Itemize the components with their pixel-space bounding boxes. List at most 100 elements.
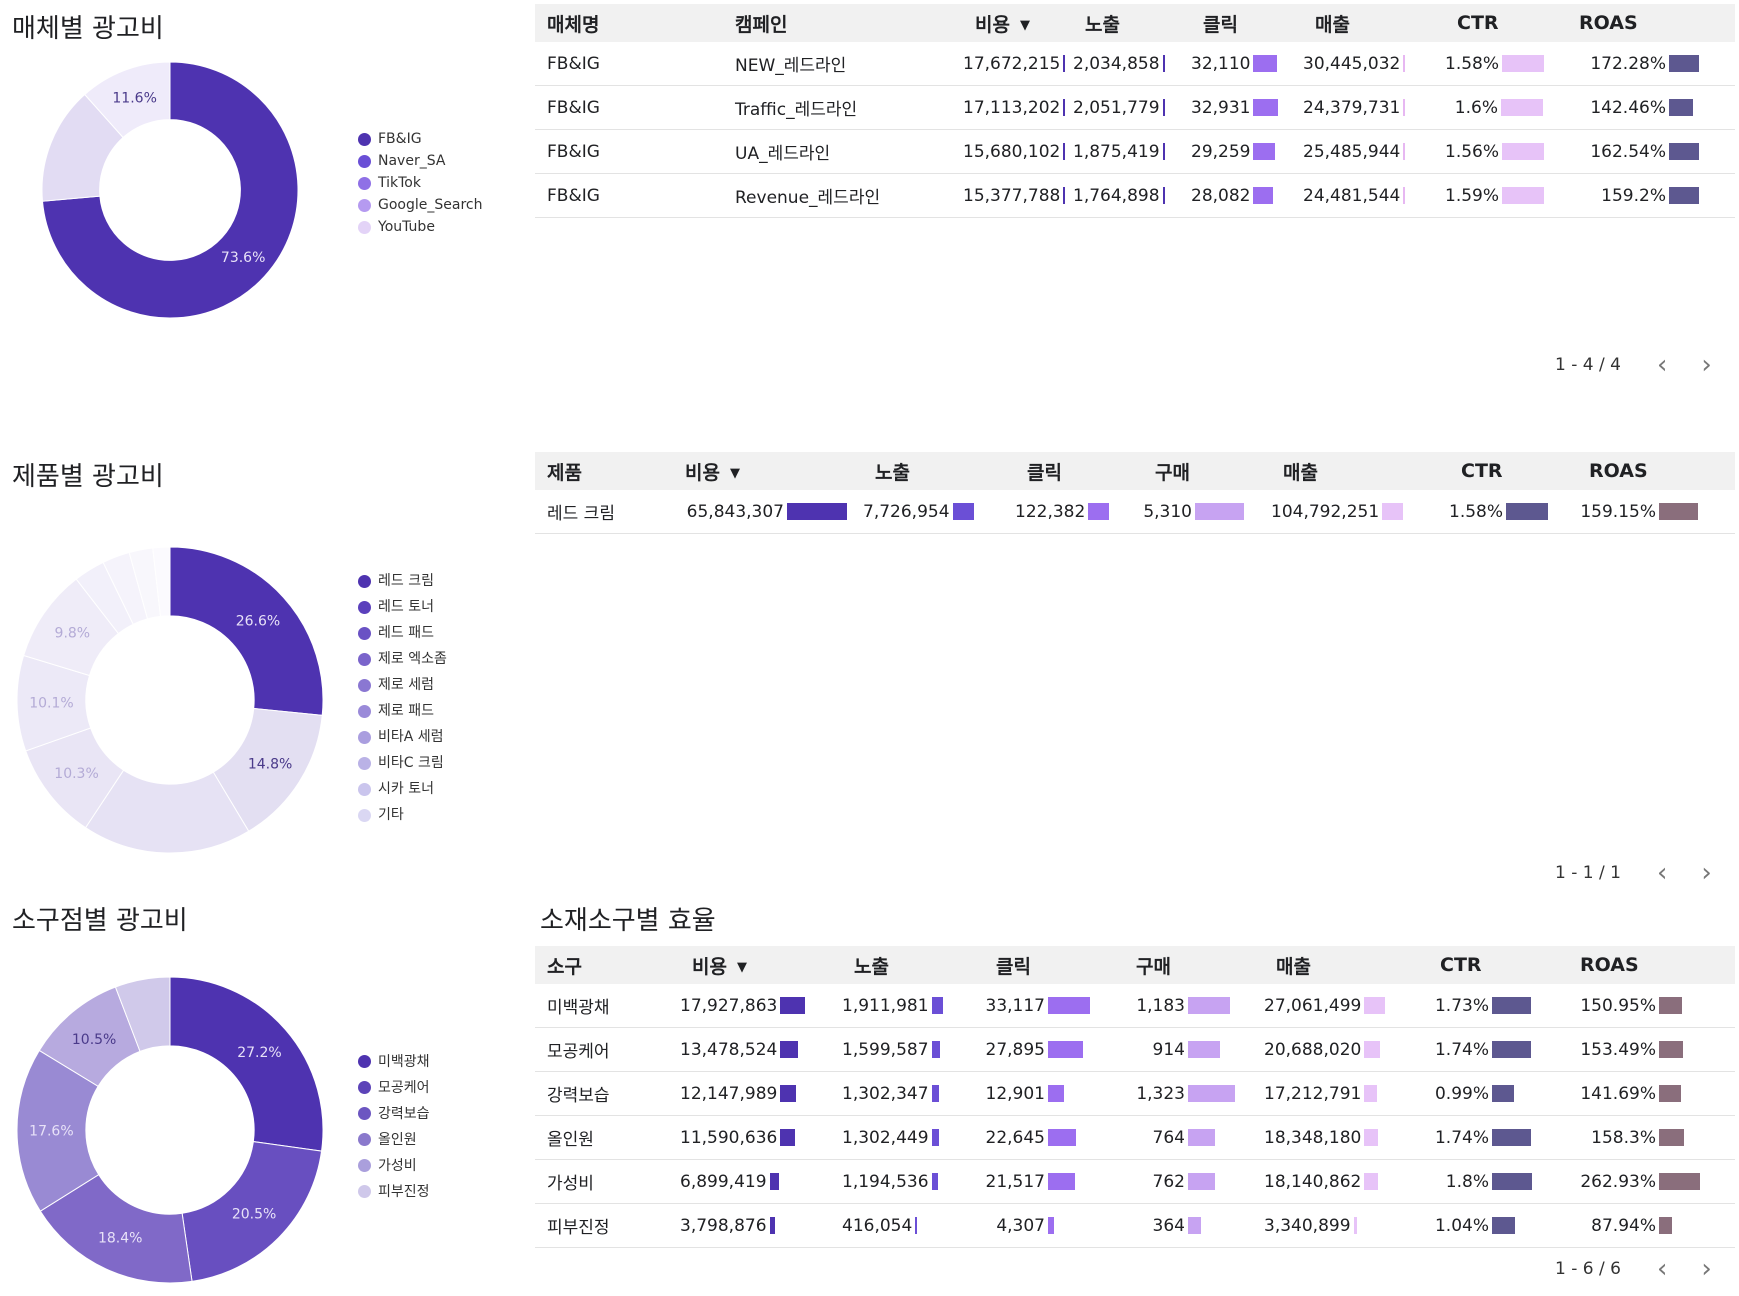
column-header[interactable]: 비용 ▼: [673, 452, 863, 490]
table-cell-bar: 1.73%: [1428, 984, 1568, 1028]
legend-swatch: [358, 1184, 371, 1198]
column-header[interactable]: 구매: [1143, 452, 1271, 490]
cell-bar: [1364, 997, 1386, 1014]
legend-item[interactable]: 제로 세럼: [358, 672, 447, 698]
column-header[interactable]: 매출: [1303, 4, 1445, 42]
pie-slice-2[interactable]: [181, 1141, 323, 1282]
table-row[interactable]: FB&IG UA_레드라인 15,680,102 1,875,419 29,259 25,…: [535, 129, 1735, 174]
column-header[interactable]: 제품: [535, 452, 673, 490]
cell-value: 15,680,102: [963, 141, 1061, 162]
next-page-button[interactable]: ›: [1701, 350, 1712, 380]
next-page-button[interactable]: ›: [1701, 858, 1712, 888]
table-row[interactable]: 올인원 11,590,636 1,302,449 22,645 764 18,348,18…: [535, 1115, 1735, 1160]
column-header[interactable]: 매체명: [535, 4, 723, 42]
pie-slice-3[interactable]: [39, 1173, 193, 1284]
legend-item[interactable]: 제로 패드: [358, 698, 447, 724]
pie-slice-1[interactable]: [169, 976, 324, 1152]
column-header[interactable]: 구매: [1124, 946, 1264, 984]
column-header[interactable]: CTR: [1428, 946, 1568, 984]
cell-bar: [1364, 1173, 1379, 1190]
table-row[interactable]: 레드 크림 65,843,307 7,726,954 122,382 5,310 104,…: [535, 490, 1735, 534]
legend-item[interactable]: 레드 크림: [358, 568, 447, 594]
pie-slice-10[interactable]: [152, 546, 171, 617]
prev-page-button[interactable]: ‹: [1656, 858, 1668, 888]
legend-item[interactable]: 피부진정: [358, 1178, 430, 1204]
legend-item[interactable]: 강력보습: [358, 1100, 430, 1126]
legend-item[interactable]: 비타A 세럼: [358, 724, 447, 750]
legend-swatch: [358, 220, 371, 234]
pie-slice-3[interactable]: [84, 61, 171, 139]
legend-item[interactable]: 시카 토너: [358, 776, 447, 802]
slice-label-1: 27.2%: [237, 1045, 281, 1061]
legend-item[interactable]: FB&IG: [358, 128, 482, 150]
cell-bar: [931, 997, 943, 1014]
legend-item[interactable]: 레드 토너: [358, 594, 447, 620]
prev-page-button[interactable]: ‹: [1656, 350, 1668, 380]
column-header[interactable]: 비용 ▼: [963, 4, 1073, 42]
table-cell-bar: 1,183: [1124, 984, 1264, 1028]
pie-slice-1[interactable]: [169, 546, 324, 716]
pie-slice-1[interactable]: [41, 61, 299, 319]
legend-item[interactable]: 기타: [358, 802, 447, 828]
legend-item[interactable]: 비타C 크림: [358, 750, 447, 776]
cell-bar: [1253, 143, 1276, 160]
table-cell-bar: 914: [1124, 1027, 1264, 1072]
slice-label-1: 26.6%: [236, 613, 280, 629]
column-header[interactable]: CTR: [1445, 4, 1567, 42]
table-cell-bar: 87.94%: [1568, 1203, 1735, 1248]
column-header[interactable]: 클릭: [1015, 452, 1143, 490]
prev-page-button[interactable]: ‹: [1656, 1254, 1668, 1284]
column-header[interactable]: ROAS: [1567, 4, 1735, 42]
table-cell-bar: 1,323: [1124, 1071, 1264, 1116]
legend-item[interactable]: 레드 패드: [358, 620, 447, 646]
column-header[interactable]: 매출: [1271, 452, 1449, 490]
cell-bar: [1492, 997, 1531, 1014]
pie-slice-6[interactable]: [114, 976, 171, 1053]
table-row[interactable]: FB&IG Traffic_레드라인 17,113,202 2,051,779 32,9…: [535, 85, 1735, 130]
column-header[interactable]: 소구: [535, 946, 680, 984]
table-cell-bar: 0.99%: [1428, 1071, 1568, 1116]
column-header[interactable]: 캠페인: [723, 4, 963, 42]
column-header[interactable]: 매출: [1264, 946, 1428, 984]
column-header[interactable]: 노출: [1073, 4, 1191, 42]
table-cell-bar: 416,054: [842, 1203, 984, 1248]
column-header-label: 비용: [685, 461, 720, 484]
column-header[interactable]: 비용 ▼: [680, 946, 842, 984]
table-cell-bar: 20,688,020: [1264, 1027, 1428, 1072]
legend-swatch: [358, 176, 371, 190]
legend-item[interactable]: YouTube: [358, 216, 482, 238]
legend-item[interactable]: 미백광채: [358, 1048, 430, 1074]
table-row[interactable]: FB&IG Revenue_레드라인 15,377,788 1,764,898 28,0…: [535, 173, 1735, 218]
table-row[interactable]: 모공케어 13,478,524 1,599,587 27,895 914 20,688,0…: [535, 1027, 1735, 1072]
legend-item[interactable]: Google_Search: [358, 194, 482, 216]
column-header[interactable]: CTR: [1449, 452, 1577, 490]
table-cell-bar: 3,798,876: [680, 1203, 842, 1248]
legend-item[interactable]: TikTok: [358, 172, 482, 194]
column-header[interactable]: 클릭: [1191, 4, 1303, 42]
sort-desc-icon[interactable]: ▼: [1019, 17, 1030, 33]
column-header[interactable]: 노출: [842, 946, 984, 984]
legend-item[interactable]: 가성비: [358, 1152, 430, 1178]
table-row[interactable]: 강력보습 12,147,989 1,302,347 12,901 1,323 17,212…: [535, 1071, 1735, 1116]
column-header[interactable]: 클릭: [984, 946, 1124, 984]
table-row[interactable]: FB&IG NEW_레드라인 17,672,215 2,034,858 32,110 30…: [535, 42, 1735, 86]
slice-label-4: 10.3%: [54, 766, 98, 782]
table-cell-bar: 17,212,791: [1264, 1071, 1428, 1116]
table-row[interactable]: 피부진정 3,798,876 416,054 4,307 364 3,340,899 1.0…: [535, 1203, 1735, 1248]
table-row[interactable]: 미백광채 17,927,863 1,911,981 33,117 1,183 27,061…: [535, 984, 1735, 1028]
next-page-button[interactable]: ›: [1701, 1254, 1712, 1284]
column-header[interactable]: ROAS: [1577, 452, 1735, 490]
sort-desc-icon[interactable]: ▼: [729, 465, 740, 481]
legend-item[interactable]: Naver_SA: [358, 150, 482, 172]
legend-item[interactable]: 모공케어: [358, 1074, 430, 1100]
table-cell-bar: 7,726,954: [863, 490, 1015, 534]
table-cell-bar: 22,645: [984, 1115, 1124, 1160]
legend-item[interactable]: 올인원: [358, 1126, 430, 1152]
table-row[interactable]: 가성비 6,899,419 1,194,536 21,517 762 18,140,862…: [535, 1159, 1735, 1204]
sort-desc-icon[interactable]: ▼: [736, 959, 747, 975]
column-header-label: 노출: [1085, 13, 1120, 36]
slice-label-3: 11.6%: [112, 90, 156, 106]
column-header[interactable]: 노출: [863, 452, 1015, 490]
legend-item[interactable]: 제로 엑소좀: [358, 646, 447, 672]
column-header[interactable]: ROAS: [1568, 946, 1735, 984]
